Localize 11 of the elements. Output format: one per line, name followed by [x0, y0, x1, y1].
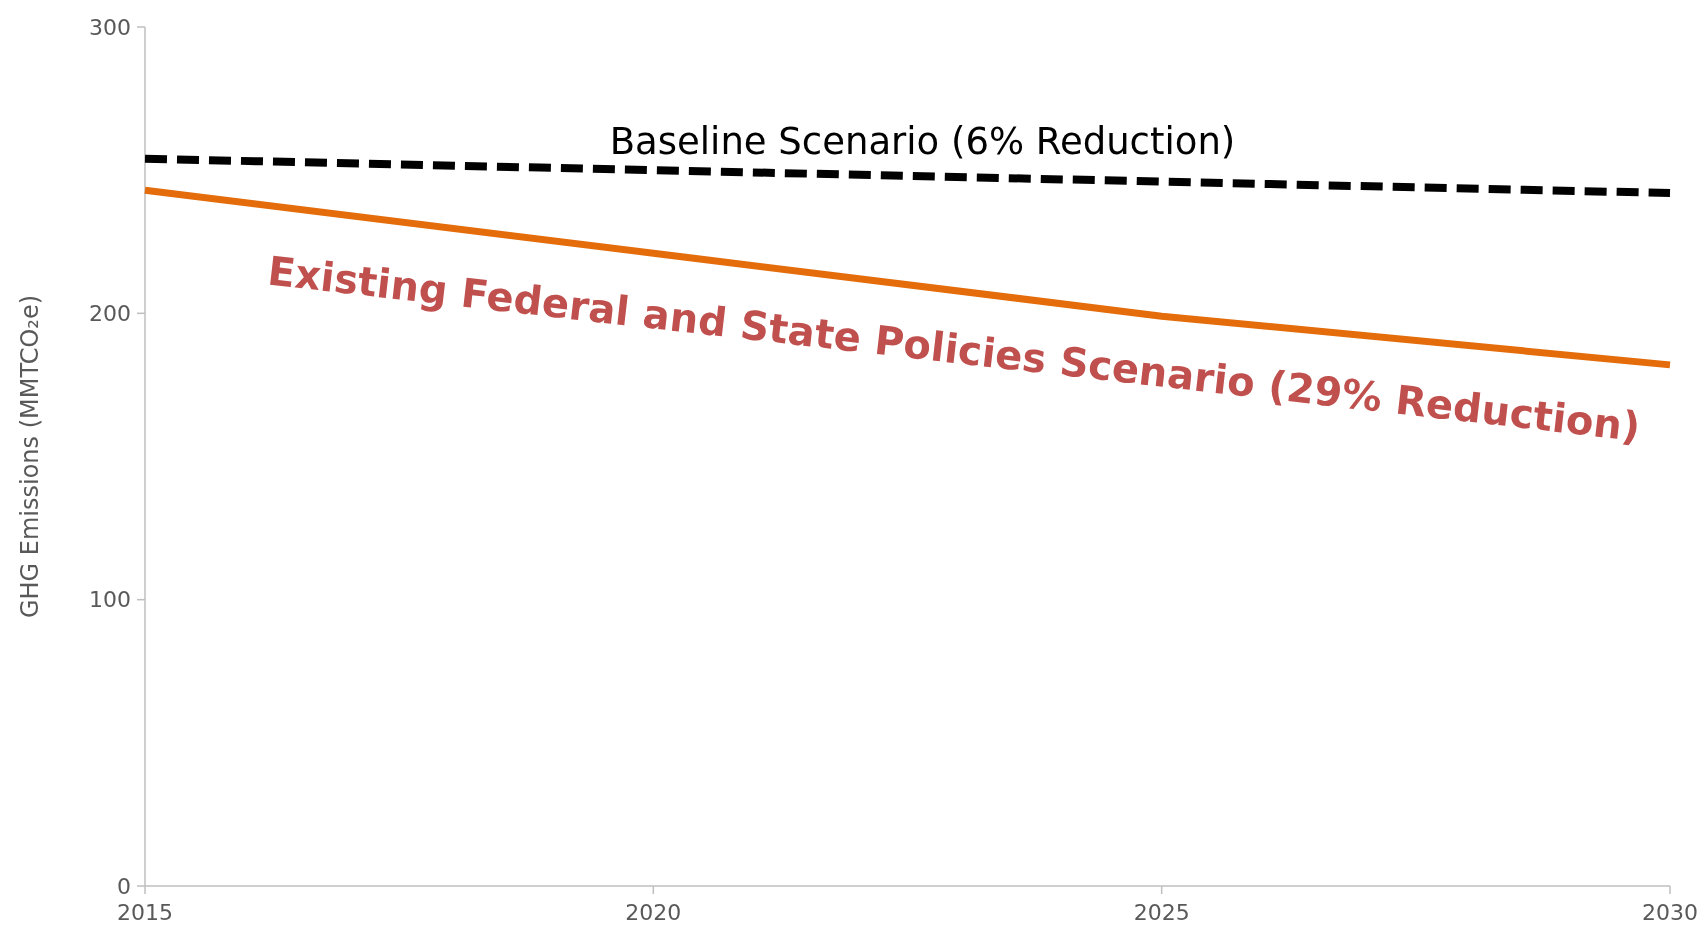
- y-tick-label: 100: [89, 587, 131, 613]
- x-tick-label: 2020: [625, 900, 682, 925]
- x-tick-label: 2015: [117, 900, 173, 925]
- y-axis-title: GHG Emissions (MMTCO₂e): [16, 294, 44, 619]
- x-tick-label: 2025: [1133, 900, 1190, 925]
- y-tick-label: 0: [117, 873, 131, 899]
- text: Existing Federal and State Policies Scenario (29% Reduction): [265, 247, 1643, 451]
- y-tick-label: 200: [89, 301, 131, 327]
- x-tick-label: 2030: [1642, 900, 1698, 925]
- series-label: Baseline Scenario (6% Reduction): [609, 120, 1236, 164]
- y-tick-label: 300: [89, 14, 131, 40]
